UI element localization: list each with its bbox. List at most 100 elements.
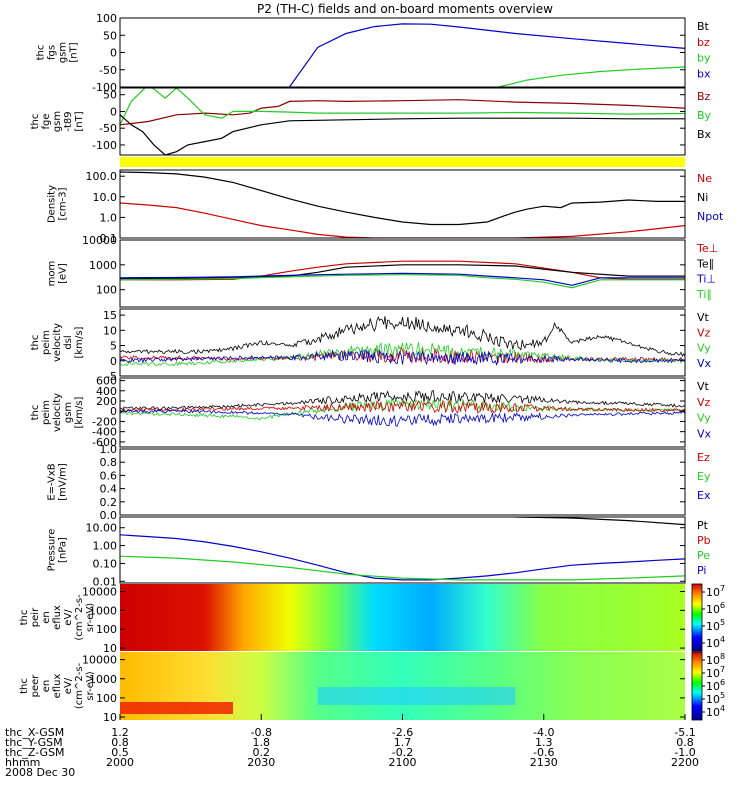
ephemeris-value: 0.5 [111, 746, 129, 759]
y-axis-label: velocity [52, 323, 63, 362]
series-By [120, 88, 685, 126]
y-axis-label: mom [47, 261, 58, 287]
panel-frame [119, 516, 686, 584]
ephemeris-row-label: thc_Y-GSM [5, 736, 63, 749]
ephemeris-value: 2200 [671, 756, 699, 769]
series-Vt [120, 316, 685, 357]
spectrogram-band [120, 702, 233, 714]
y-tick-label: 600 [96, 375, 117, 388]
y-axis-label: Density [47, 185, 58, 223]
legend-by: by [697, 52, 711, 65]
y-axis-label: (cm^2-s- [74, 594, 85, 641]
y-axis-label: peim [41, 330, 52, 355]
colorbar-tick-label: 104 [706, 635, 725, 650]
legend-Ti∥: Ti∥ [696, 288, 712, 301]
y-axis-label: fgs [47, 45, 58, 60]
legend-Ti⊥: Ti⊥ [696, 273, 716, 286]
colorbar-tick-label: 107 [706, 665, 725, 680]
y-axis-label: [km/s] [74, 326, 85, 358]
y-axis-label: [km/s] [74, 396, 85, 428]
y-tick-label: -400 [92, 426, 117, 439]
y-tick-label: 50 [103, 29, 117, 42]
y-axis-label: eflux [52, 605, 63, 630]
legend-Pb: Pb [697, 534, 711, 547]
legend-bx: bx [697, 67, 711, 80]
panel-frame [119, 87, 686, 156]
legend-Vt: Vt [697, 311, 710, 324]
panel-p5: 15 10 5 0 -5 thc peim velocity dsl [km/s] Vt Vz Vy Vx [30, 308, 712, 383]
legend-Ey: Ey [697, 470, 711, 483]
y-axis-label: fge [41, 113, 52, 129]
y-axis-label: -t89 [63, 111, 74, 131]
ephemeris-value: 0.8 [111, 736, 129, 749]
y-tick-label: 10000 [82, 586, 117, 599]
y-tick-label: 100 [96, 12, 117, 25]
y-tick-label: 0.2 [100, 496, 118, 509]
colorbar-tick-label: 106 [706, 601, 725, 616]
y-axis-label: [mV/m] [58, 463, 69, 501]
colorbar [691, 651, 703, 721]
y-axis-label: sr-eV) [85, 603, 96, 632]
ephemeris-value: -1.0 [674, 746, 695, 759]
y-axis-label: eflux [52, 674, 63, 699]
legend-Bx: Bx [697, 128, 712, 141]
legend-bz: bz [697, 36, 710, 49]
y-tick-label: 1.00 [93, 540, 118, 553]
y-axis-label: peer [30, 674, 41, 698]
legend-Vz: Vz [697, 326, 711, 339]
ephemeris-value: 0.2 [253, 746, 271, 759]
y-axis-label: [nT] [69, 42, 80, 62]
y-tick-label: -100 [92, 139, 117, 152]
y-tick-label: 10 [103, 642, 117, 655]
y-tick-label: 0 [110, 355, 117, 368]
y-axis-label: thc [30, 114, 41, 130]
y-tick-label: 0.6 [100, 469, 118, 482]
series-Pt [515, 517, 685, 526]
ephemeris-table: thc_X-GSM 1.2 -0.8 -2.6 -4.0 -5.1 thc_Y-GSM 0.8… [5, 726, 699, 779]
legend-Ex: Ex [697, 489, 711, 502]
y-axis-label: sr-eV) [85, 671, 96, 700]
y-tick-label: 100 [96, 692, 117, 705]
ephemeris-value: 2100 [389, 756, 417, 769]
y-tick-label: 10000 [82, 654, 117, 667]
y-axis-label: thc [36, 45, 47, 61]
series-Ni [120, 171, 685, 226]
y-axis-label: E=-VxB [47, 463, 58, 500]
colorbar-tick-label: 104 [706, 704, 725, 719]
y-axis-label: eV/ [63, 677, 74, 694]
y-tick-label: 100 [96, 284, 117, 297]
y-tick-label: -600 [92, 436, 117, 449]
y-tick-label: -100 [92, 81, 117, 94]
y-axis-label: gsm [63, 402, 74, 423]
spectrogram-p9 [120, 584, 685, 651]
panel-p4: 10000 1000 100 mom [eV] Te⊥ Te∥ Ti⊥ Ti∥ [47, 234, 718, 308]
series-Bx [120, 114, 685, 155]
y-tick-label: 15 [103, 309, 117, 322]
legend-Pt: Pt [697, 519, 709, 532]
y-tick-label: 400 [96, 385, 117, 398]
ephemeris-value: 1.3 [535, 736, 553, 749]
legend-Vz: Vz [697, 396, 711, 409]
y-tick-label: 50 [103, 89, 117, 102]
panel-frame [119, 308, 686, 377]
y-tick-label: 0.4 [100, 483, 118, 496]
legend-Ez: Ez [697, 451, 710, 464]
panel-frame [119, 17, 686, 88]
series-Ti⊥ [120, 272, 685, 286]
y-tick-label: 100 [96, 623, 117, 636]
legend-Ne: Ne [697, 172, 712, 185]
y-axis-label: (cm^2-s- [74, 662, 85, 709]
legend-By: By [697, 109, 712, 122]
y-tick-label: 5 [110, 340, 117, 353]
y-tick-label: -200 [92, 415, 117, 428]
y-tick-label: 1.0 [100, 211, 118, 224]
legend-Vx: Vx [697, 427, 712, 440]
ephemeris-row-label: thc_X-GSM [5, 726, 64, 739]
y-axis-label: [nPa] [58, 537, 69, 563]
colorbar-tick-label: 105 [706, 618, 725, 633]
ephemeris-value: -5.1 [674, 726, 695, 739]
ephemeris-value: 1.7 [394, 736, 412, 749]
y-tick-label: 0 [110, 405, 117, 418]
